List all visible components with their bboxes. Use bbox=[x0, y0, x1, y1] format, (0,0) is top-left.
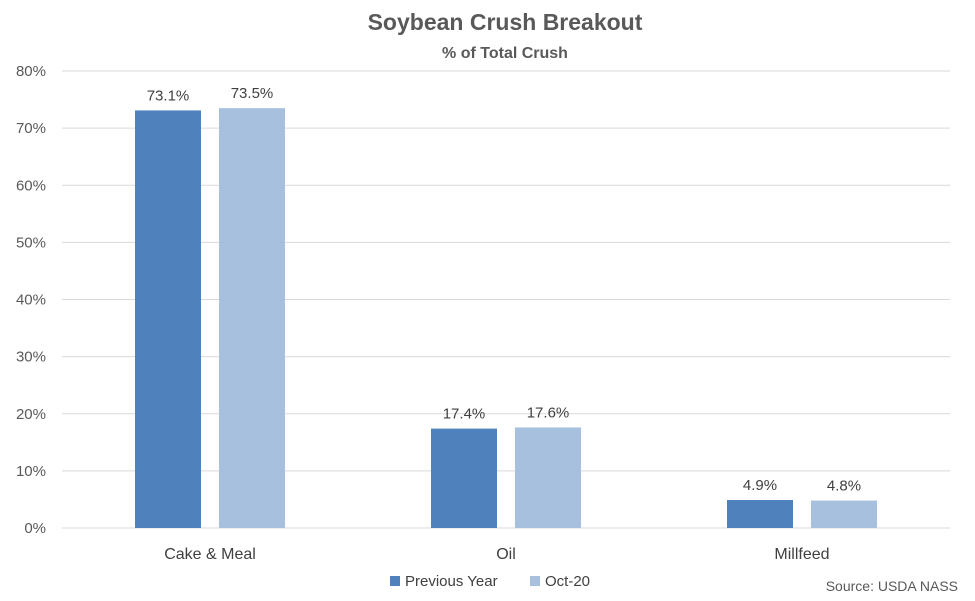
legend-swatch bbox=[390, 576, 400, 586]
data-label: 4.8% bbox=[827, 478, 861, 495]
chart-title: Soybean Crush Breakout bbox=[368, 9, 643, 35]
x-category-label: Millfeed bbox=[774, 546, 829, 563]
data-label: 73.5% bbox=[231, 85, 274, 102]
y-tick-label: 10% bbox=[16, 463, 46, 480]
bar bbox=[135, 110, 201, 528]
y-tick-label: 40% bbox=[16, 292, 46, 309]
y-tick-label: 60% bbox=[16, 177, 46, 194]
y-axis-ticks: 0% 10% 20% 30% 40% 50% 60% 70% 80% bbox=[16, 63, 46, 537]
y-tick-label: 70% bbox=[16, 120, 46, 137]
chart-subtitle: % of Total Crush bbox=[442, 45, 568, 62]
x-category-label: Oil bbox=[496, 546, 516, 563]
bar bbox=[811, 500, 877, 528]
data-label: 17.6% bbox=[527, 404, 570, 421]
legend-label: Oct-20 bbox=[545, 573, 590, 590]
bar bbox=[431, 428, 497, 528]
data-label: 73.1% bbox=[147, 87, 190, 104]
source-note: Source: USDA NASS bbox=[826, 578, 958, 594]
data-label: 17.4% bbox=[443, 406, 486, 423]
x-axis-categories: Cake & Meal Oil Millfeed bbox=[164, 546, 829, 563]
data-labels: 73.1% 73.5% 17.4% 17.6% 4.9% 4.8% bbox=[147, 85, 861, 494]
y-tick-label: 50% bbox=[16, 234, 46, 251]
y-tick-label: 0% bbox=[24, 520, 46, 537]
y-tick-label: 20% bbox=[16, 406, 46, 423]
bars bbox=[135, 108, 877, 528]
y-tick-label: 80% bbox=[16, 63, 46, 80]
bar bbox=[515, 427, 581, 528]
y-tick-label: 30% bbox=[16, 349, 46, 366]
bar bbox=[727, 500, 793, 528]
legend-swatch bbox=[530, 576, 540, 586]
legend: Previous Year Oct-20 bbox=[390, 573, 590, 590]
legend-label: Previous Year bbox=[405, 573, 498, 590]
data-label: 4.9% bbox=[743, 477, 777, 494]
x-category-label: Cake & Meal bbox=[164, 546, 256, 563]
bar bbox=[219, 108, 285, 528]
gridlines bbox=[62, 70, 950, 529]
